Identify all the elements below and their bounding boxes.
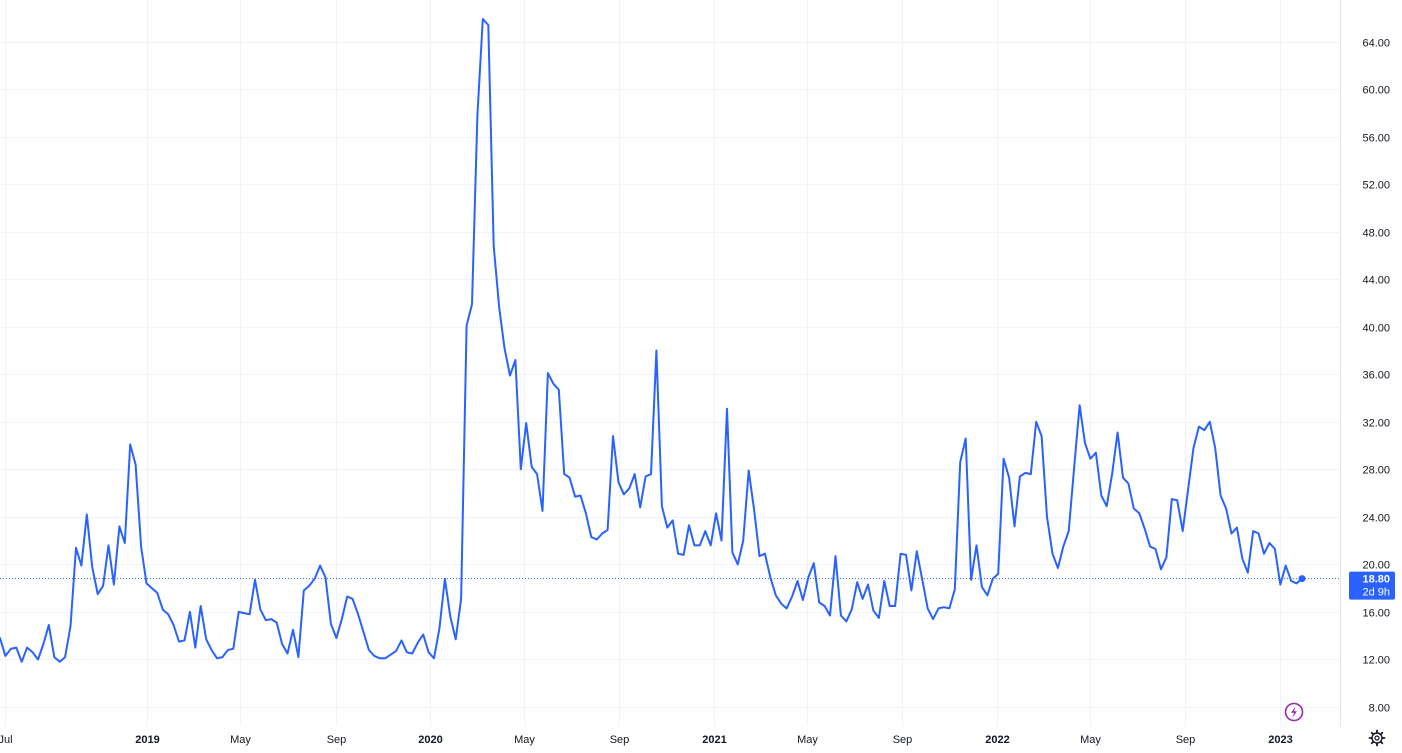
x-tick-label: May xyxy=(797,734,818,746)
x-tick-label: Sep xyxy=(327,734,347,746)
x-tick-label: 2019 xyxy=(135,734,159,746)
y-tick-label: 8.00 xyxy=(1369,703,1390,715)
grid-lines xyxy=(0,0,1340,726)
x-tick-label: May xyxy=(230,734,251,746)
time-axis[interactable]: Jul 2019 May Sep 2020 May Sep 2021 May Sep 2022 May… xyxy=(0,734,1293,746)
x-tick-label: 2021 xyxy=(702,734,726,746)
bar-countdown: 2d 9h xyxy=(1362,587,1390,599)
y-tick-label: 44.00 xyxy=(1362,275,1390,287)
y-tick-label: 32.00 xyxy=(1362,418,1390,430)
y-tick-label: 48.00 xyxy=(1362,228,1390,240)
y-tick-label: 40.00 xyxy=(1362,323,1390,335)
x-tick-label: Sep xyxy=(610,734,630,746)
y-tick-label: 16.00 xyxy=(1362,608,1390,620)
last-point-marker xyxy=(1298,575,1306,583)
last-price-tag: 18.80 2d 9h xyxy=(1349,571,1395,600)
y-tick-label: 60.00 xyxy=(1362,85,1390,97)
y-tick-label: 20.00 xyxy=(1362,560,1390,572)
last-price-tag-background xyxy=(1349,571,1395,600)
x-tick-label: May xyxy=(1080,734,1101,746)
lightning-icon[interactable] xyxy=(1284,702,1304,722)
x-tick-label: 2023 xyxy=(1268,734,1292,746)
last-price-value: 18.80 xyxy=(1362,574,1390,586)
price-axis[interactable]: 8.00 12.00 16.00 20.00 24.00 28.00 32.00 36.00 4… xyxy=(1362,38,1390,715)
y-tick-label: 64.00 xyxy=(1362,38,1390,50)
y-tick-label: 12.00 xyxy=(1362,655,1390,667)
x-tick-label: May xyxy=(514,734,535,746)
y-tick-label: 28.00 xyxy=(1362,465,1390,477)
x-tick-label: Jul xyxy=(0,734,13,746)
x-tick-label: 2022 xyxy=(985,734,1009,746)
y-tick-label: 56.00 xyxy=(1362,133,1390,145)
x-tick-label: Sep xyxy=(1176,734,1196,746)
y-tick-label: 52.00 xyxy=(1362,180,1390,192)
x-tick-label: 2020 xyxy=(418,734,442,746)
y-tick-label: 36.00 xyxy=(1362,370,1390,382)
y-tick-label: 24.00 xyxy=(1362,513,1390,525)
gear-icon[interactable] xyxy=(1368,729,1386,747)
x-tick-label: Sep xyxy=(893,734,913,746)
series-line xyxy=(0,18,1303,663)
